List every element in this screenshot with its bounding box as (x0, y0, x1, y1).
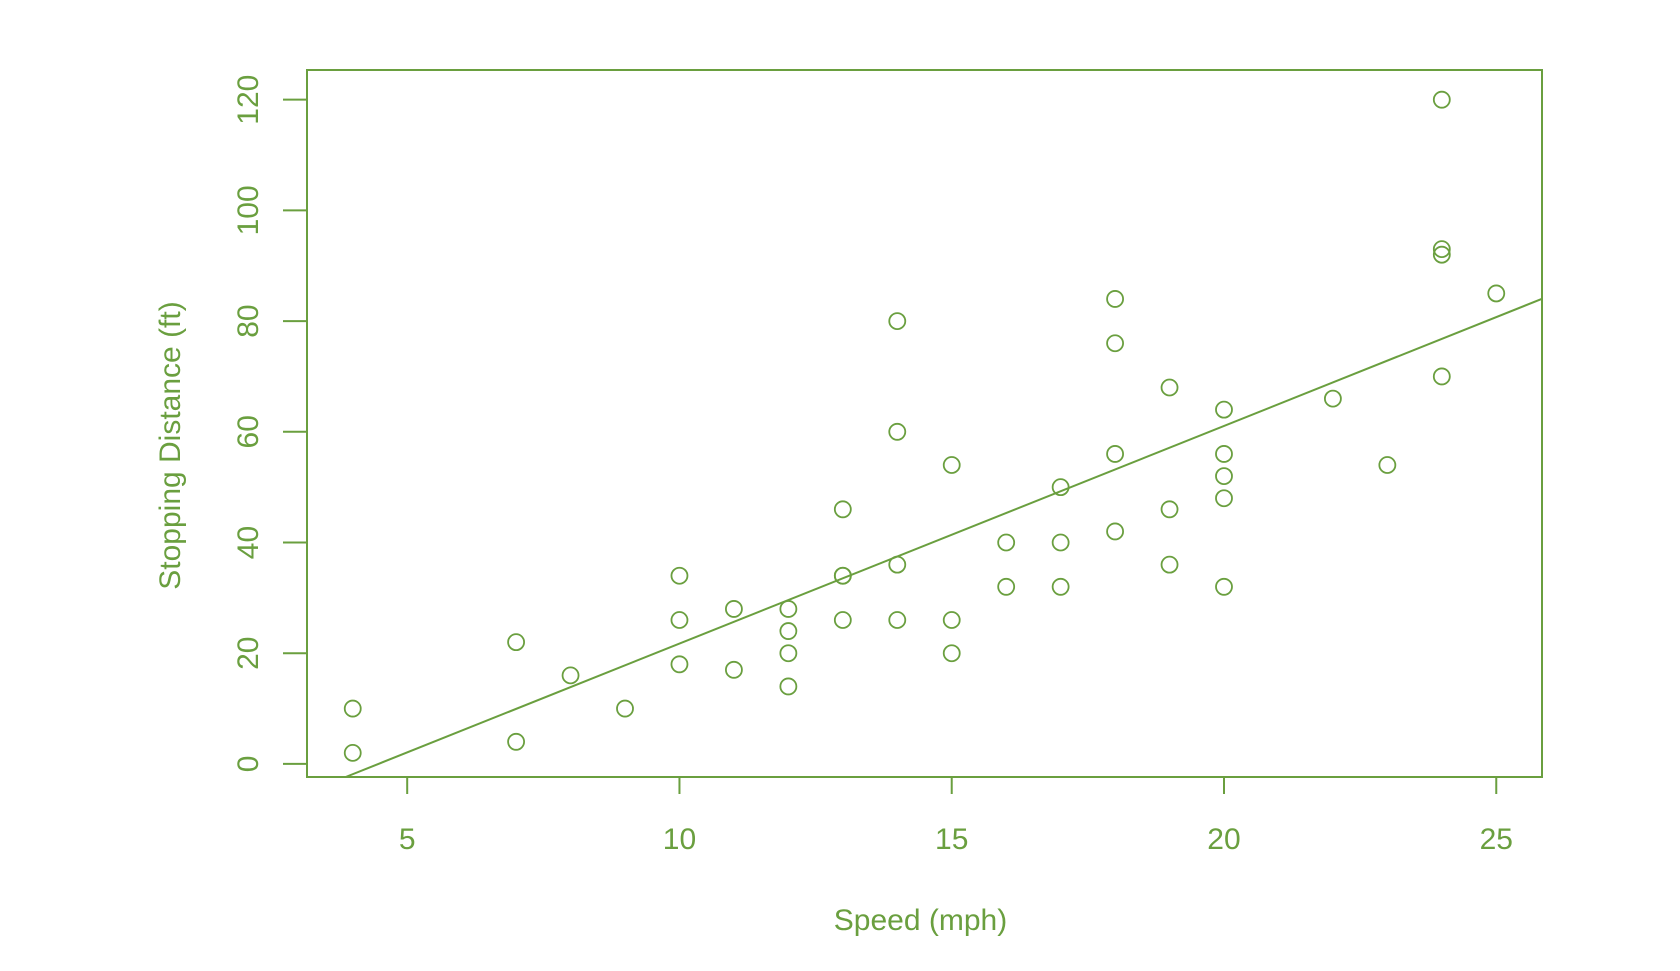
data-point (1432, 367, 1451, 386)
data-point (1432, 90, 1451, 109)
data-point (343, 743, 362, 762)
data-point (1051, 577, 1070, 596)
data-point (997, 577, 1016, 596)
data-point (1378, 456, 1397, 474)
plot-frame (306, 69, 1543, 778)
data-point (1215, 489, 1233, 508)
data-point (997, 533, 1016, 552)
regression-line-layer (345, 297, 1543, 778)
data-point (1160, 378, 1179, 397)
y-tick-label: 120 (232, 75, 265, 125)
data-point (670, 655, 689, 674)
y-tick-label: 100 (232, 185, 265, 235)
x-axis: 5 10 15 20 25 (399, 777, 1513, 856)
data-point (779, 644, 798, 663)
data-point (1051, 533, 1070, 552)
data-point (888, 422, 907, 441)
data-point (670, 611, 689, 629)
data-point (1215, 467, 1233, 485)
x-tick-label: 5 (399, 823, 416, 856)
data-point (1432, 240, 1451, 259)
data-point (1323, 389, 1342, 408)
y-tick-label: 20 (232, 637, 265, 670)
data-point (1106, 445, 1124, 463)
y-tick-label: 0 (232, 756, 265, 773)
data-point (561, 666, 580, 685)
data-point (1487, 284, 1506, 303)
data-point (507, 732, 526, 751)
data-point (779, 622, 798, 640)
data-point (942, 456, 961, 474)
data-point (725, 660, 743, 679)
data-point (1160, 555, 1179, 574)
data-point (1432, 245, 1451, 264)
x-tick-label: 10 (663, 823, 696, 856)
x-axis-label: Speed (mph) (834, 904, 1007, 937)
data-point (888, 611, 907, 629)
y-tick-label: 40 (232, 526, 265, 559)
data-point (1106, 334, 1124, 353)
data-point (343, 699, 362, 718)
points-layer (343, 90, 1506, 762)
y-tick-label: 60 (232, 415, 265, 448)
data-point (507, 633, 526, 652)
data-point (1215, 577, 1233, 596)
data-point (779, 677, 798, 696)
data-point (1106, 290, 1124, 308)
x-tick-label: 20 (1207, 823, 1240, 856)
data-point (888, 312, 907, 330)
data-point (1215, 445, 1233, 463)
data-point (942, 644, 961, 663)
x-tick-label: 25 (1480, 823, 1513, 856)
data-point (1215, 400, 1233, 419)
data-point (1106, 522, 1124, 541)
data-point (670, 566, 689, 585)
regression-line (345, 297, 1543, 778)
data-point (725, 600, 743, 618)
data-point (942, 611, 961, 629)
data-point (833, 611, 852, 629)
data-point (833, 500, 852, 519)
y-axis: 0 20 40 60 80 100 120 (232, 75, 307, 773)
y-tick-label: 80 (232, 304, 265, 337)
data-point (1160, 500, 1179, 519)
data-point (616, 699, 634, 718)
y-axis-label: Stopping Distance (ft) (154, 301, 187, 589)
x-tick-label: 15 (935, 823, 968, 856)
